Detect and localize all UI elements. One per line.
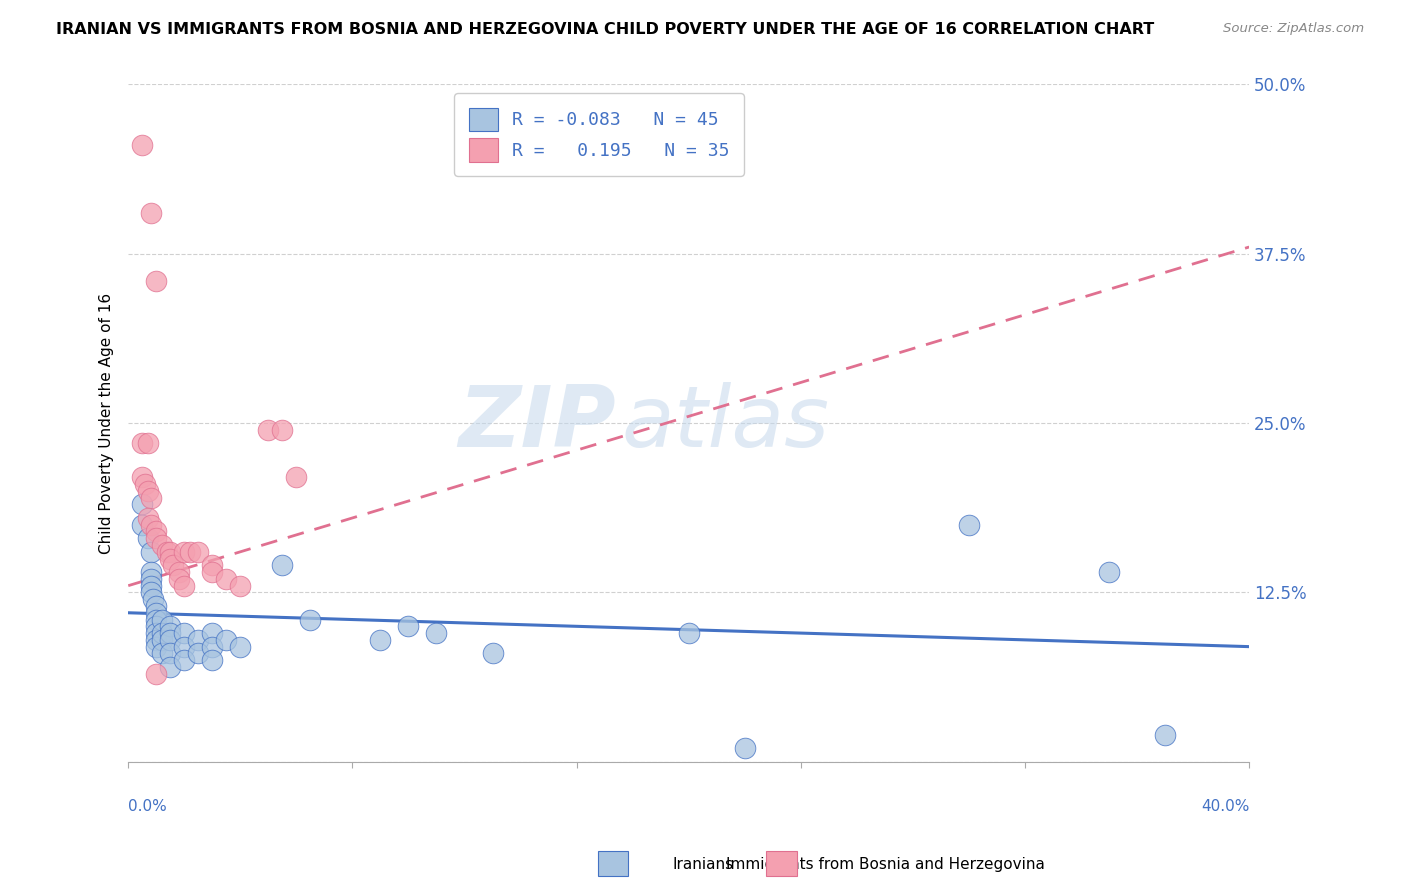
Point <box>299 613 322 627</box>
Point <box>159 632 181 647</box>
Point <box>257 423 280 437</box>
Point <box>173 579 195 593</box>
Point <box>131 497 153 511</box>
Point <box>173 545 195 559</box>
Point <box>179 545 201 559</box>
Text: atlas: atlas <box>621 382 830 465</box>
Point <box>173 640 195 654</box>
Point <box>136 436 159 450</box>
Point <box>150 647 173 661</box>
Point <box>139 565 162 579</box>
Point <box>150 626 173 640</box>
Point <box>142 592 165 607</box>
Point <box>159 545 181 559</box>
Point <box>481 647 503 661</box>
Point <box>162 558 184 573</box>
Point <box>150 632 173 647</box>
Point <box>425 626 447 640</box>
Point <box>145 524 167 539</box>
Point <box>150 613 173 627</box>
Point <box>201 626 224 640</box>
Point <box>229 640 252 654</box>
Point <box>139 517 162 532</box>
Text: ZIP: ZIP <box>458 382 616 465</box>
Point <box>145 606 167 620</box>
Point <box>136 531 159 545</box>
Point <box>167 572 190 586</box>
Text: Iranians: Iranians <box>672 857 734 872</box>
Point <box>173 626 195 640</box>
Point <box>678 626 700 640</box>
Point <box>167 565 190 579</box>
Legend: R = -0.083   N = 45, R =   0.195   N = 35: R = -0.083 N = 45, R = 0.195 N = 35 <box>454 94 744 176</box>
Point <box>1154 728 1177 742</box>
Point <box>150 538 173 552</box>
Text: 40.0%: 40.0% <box>1201 799 1249 814</box>
Point <box>139 491 162 505</box>
Point <box>139 579 162 593</box>
Point <box>139 572 162 586</box>
Point <box>201 558 224 573</box>
Point <box>131 470 153 484</box>
Point <box>134 477 156 491</box>
Point <box>145 619 167 633</box>
Point <box>734 741 756 756</box>
Point <box>139 545 162 559</box>
Point <box>370 632 392 647</box>
Text: Immigrants from Bosnia and Herzegovina: Immigrants from Bosnia and Herzegovina <box>727 857 1045 872</box>
Point <box>145 640 167 654</box>
Point <box>173 653 195 667</box>
Text: IRANIAN VS IMMIGRANTS FROM BOSNIA AND HERZEGOVINA CHILD POVERTY UNDER THE AGE OF: IRANIAN VS IMMIGRANTS FROM BOSNIA AND HE… <box>56 22 1154 37</box>
Point <box>187 545 209 559</box>
Point <box>215 632 238 647</box>
Point <box>139 206 162 220</box>
Point <box>131 436 153 450</box>
Point <box>271 558 294 573</box>
Point <box>145 531 167 545</box>
Point <box>1098 565 1121 579</box>
Point <box>136 511 159 525</box>
Point <box>201 640 224 654</box>
Point <box>139 585 162 599</box>
Point <box>145 632 167 647</box>
Point <box>271 423 294 437</box>
Point <box>159 551 181 566</box>
Point <box>159 647 181 661</box>
Point <box>145 666 167 681</box>
Point <box>201 565 224 579</box>
Point <box>156 545 179 559</box>
Point <box>159 626 181 640</box>
Y-axis label: Child Poverty Under the Age of 16: Child Poverty Under the Age of 16 <box>100 293 114 554</box>
Point <box>145 626 167 640</box>
Point <box>159 660 181 674</box>
Point <box>398 619 420 633</box>
Point <box>145 599 167 613</box>
Point <box>187 632 209 647</box>
Point <box>159 619 181 633</box>
Point <box>145 274 167 288</box>
Point <box>215 572 238 586</box>
Point <box>957 517 980 532</box>
Text: 0.0%: 0.0% <box>128 799 167 814</box>
Point <box>131 517 153 532</box>
Point <box>145 613 167 627</box>
Point <box>131 138 153 153</box>
Text: Source: ZipAtlas.com: Source: ZipAtlas.com <box>1223 22 1364 36</box>
Point <box>285 470 308 484</box>
Point <box>229 579 252 593</box>
Point <box>136 483 159 498</box>
Point <box>187 647 209 661</box>
Point <box>201 653 224 667</box>
